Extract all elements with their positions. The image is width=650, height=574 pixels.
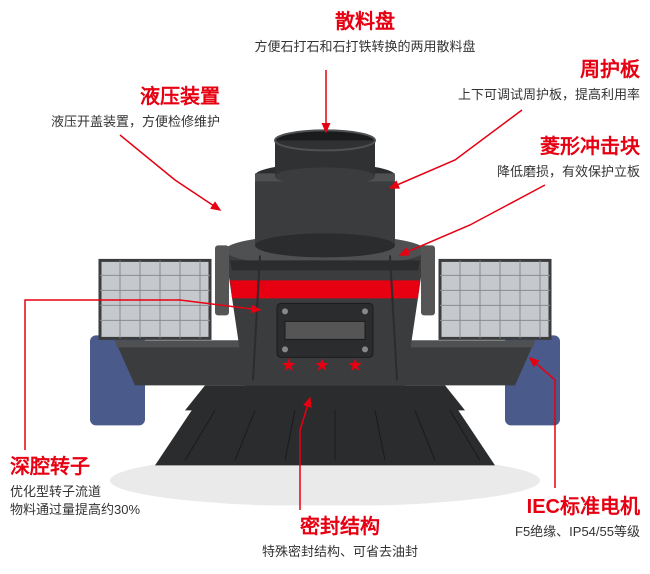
label-bottom: 密封结构 特殊密封结构、可省去油封 <box>230 515 450 561</box>
label-top: 散料盘 方便石打石和石打铁转换的两用散料盘 <box>210 10 520 56</box>
label-right3-desc: F5绝缘、IP54/55等级 <box>440 523 640 541</box>
label-top-title: 散料盘 <box>210 10 520 34</box>
label-top-desc: 方便石打石和石打铁转换的两用散料盘 <box>210 38 520 56</box>
label-right1-title: 周护板 <box>400 58 640 82</box>
label-bottom-title: 密封结构 <box>230 515 450 539</box>
label-bottom-desc: 特殊密封结构、可省去油封 <box>230 543 450 561</box>
machine-diagram <box>85 85 565 505</box>
